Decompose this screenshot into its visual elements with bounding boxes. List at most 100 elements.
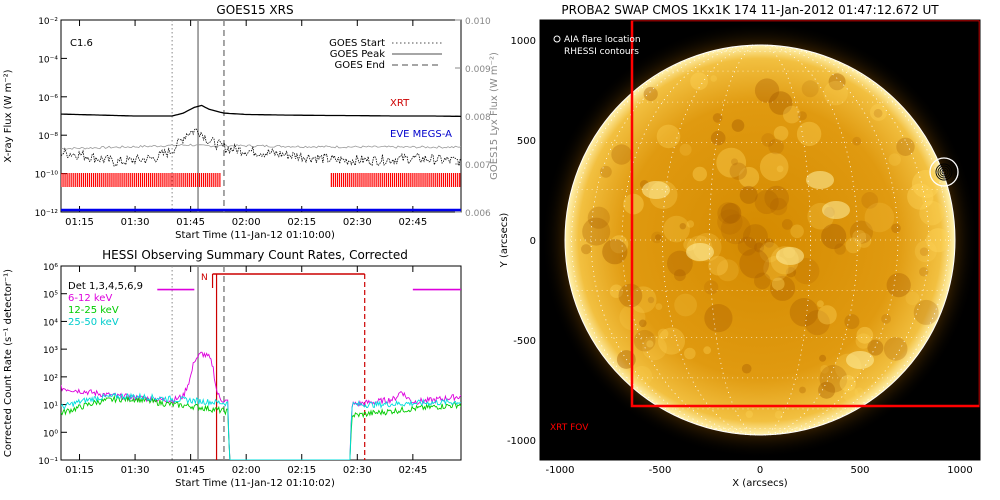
disk-texture — [761, 133, 775, 147]
swap-title: PROBA2 SWAP CMOS 1Kx1K 174 11-Jan-2012 0… — [561, 3, 939, 17]
disk-texture — [919, 247, 929, 256]
hessi-xtick-label: 02:15 — [287, 465, 316, 476]
disk-texture — [674, 293, 697, 317]
disk-texture — [773, 126, 789, 141]
disk-texture — [729, 162, 747, 180]
rhessi-contour — [937, 165, 951, 179]
disk-texture — [623, 193, 644, 215]
disk-texture — [914, 240, 937, 263]
hessi-series-0 — [61, 351, 461, 460]
disk-texture — [656, 124, 681, 149]
active-region — [846, 351, 874, 369]
swap-ylabel: Y (arcsecs) — [499, 213, 510, 269]
disk-texture — [639, 319, 647, 328]
disk-texture — [834, 243, 846, 255]
longitude-line — [709, 44, 811, 436]
legend-goes-start: GOES Start — [329, 38, 385, 49]
goes-xtick-label: 02:00 — [232, 217, 261, 228]
disk-texture — [770, 275, 796, 301]
disk-texture — [742, 224, 768, 250]
disk-texture — [631, 365, 653, 387]
eve-annotation: EVE MEGS-A — [390, 129, 452, 140]
goes-ytick-right-label: 0.006 — [465, 209, 491, 219]
disk-texture — [679, 223, 686, 230]
disk-texture — [768, 91, 793, 115]
legend-det: Det 1,3,4,5,6,9 — [68, 281, 143, 292]
disk-texture — [856, 232, 872, 248]
disk-texture — [587, 206, 610, 229]
disk-texture — [610, 235, 629, 254]
goes-ytick-label: 10⁻¹⁰ — [35, 171, 59, 181]
rhessi-contour — [941, 169, 947, 175]
disk-texture — [768, 138, 784, 155]
hessi-ytick-label: 10² — [43, 374, 58, 384]
legend-25-50: 25-50 keV — [68, 317, 119, 328]
disk-texture — [785, 267, 797, 278]
hessi-series-1 — [61, 394, 461, 460]
disk-texture — [651, 231, 663, 244]
swap-xtick-label: 500 — [850, 465, 869, 476]
disk-texture — [771, 277, 785, 291]
disk-texture — [754, 189, 779, 215]
disk-texture — [642, 335, 667, 361]
hessi-ytick-label: 10¹ — [43, 402, 58, 412]
disk-texture — [754, 272, 771, 290]
hessi-ytick-label: 10⁵ — [43, 291, 58, 301]
disk-texture — [789, 298, 819, 327]
hessi-title: HESSI Observing Summary Count Rates, Cor… — [102, 248, 408, 262]
hessi-ytick-label: 10³ — [43, 346, 58, 356]
disk-texture — [845, 237, 862, 254]
disk-texture — [817, 305, 837, 325]
swap-xtick-label: 1000 — [947, 465, 972, 476]
xrt-fov-label: XRT FOV — [550, 423, 589, 433]
goes-xtick-label: 02:30 — [343, 217, 372, 228]
active-region — [806, 171, 834, 189]
disk-texture — [667, 250, 693, 277]
disk-texture — [819, 354, 827, 362]
hessi-xtick-label: 01:30 — [121, 465, 150, 476]
goes-xrs-panel: GOES15 XRS 01:15 01:30 01:45 02:00 02:15 02:3… — [3, 3, 500, 241]
legend-aia-marker — [553, 35, 561, 43]
legend-6-12: 6-12 keV — [68, 293, 112, 304]
goes-ytick-right-label: 0.008 — [465, 113, 491, 123]
hessi-ytick-label: 10⁰ — [43, 429, 58, 439]
rhessi-contour — [939, 167, 949, 177]
swap-xtick-label: -1000 — [545, 465, 574, 476]
disk-texture — [776, 165, 784, 173]
rhessi-contour — [935, 163, 953, 181]
disk-texture — [611, 144, 632, 165]
disk-texture — [821, 223, 847, 250]
hessi-legend: Det 1,3,4,5,6,9 6-12 keV 12-25 keV 25-50… — [68, 281, 143, 328]
swap-xtick-label: 0 — [757, 465, 763, 476]
disk-texture — [852, 136, 862, 146]
active-region — [822, 201, 850, 219]
disk-texture — [883, 337, 908, 361]
disk-texture — [849, 220, 874, 244]
swap-ytick-label: 500 — [517, 136, 536, 147]
hessi-plot-frame — [60, 265, 462, 461]
legend-goes-peak: GOES Peak — [330, 49, 385, 60]
disk-texture — [844, 314, 860, 330]
disk-texture — [907, 183, 934, 210]
disk-texture — [690, 72, 708, 91]
legend-12-25: 12-25 keV — [68, 305, 119, 316]
legend-rhessi-marker — [553, 47, 561, 55]
flare-class-label: C1.6 — [70, 38, 93, 49]
hessi-ylabel: Corrected Count Rate (s⁻¹ detector⁻¹) — [3, 269, 14, 457]
disk-texture — [781, 219, 793, 230]
hessi-xtick-label: 01:15 — [65, 465, 94, 476]
disk-texture — [679, 143, 692, 156]
disk-texture — [888, 153, 901, 166]
disk-texture — [855, 333, 871, 349]
disk-texture — [764, 238, 774, 248]
disk-texture — [731, 119, 745, 132]
disk-texture — [674, 269, 686, 282]
disk-texture — [646, 340, 654, 348]
hessi-xtick-label: 01:45 — [176, 465, 205, 476]
disk-texture — [720, 202, 742, 224]
swap-ytick-label: 1000 — [511, 36, 536, 47]
disk-texture — [720, 214, 751, 245]
disk-texture — [818, 381, 836, 399]
disk-texture — [804, 310, 830, 336]
longitude-line — [590, 44, 930, 436]
